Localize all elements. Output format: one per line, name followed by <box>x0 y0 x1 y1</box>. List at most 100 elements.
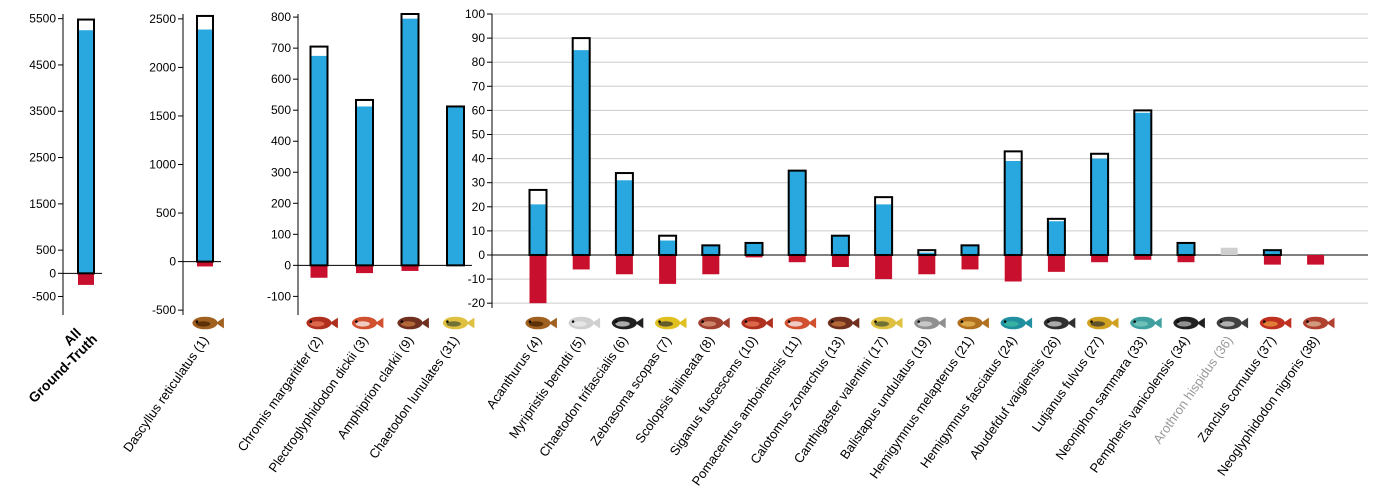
total-outline-bar <box>787 169 807 256</box>
detected-bar <box>197 29 213 262</box>
total-outline-bar <box>400 13 420 267</box>
detected-bar <box>572 50 590 255</box>
fish-thumbnail-icon <box>655 316 687 330</box>
total-outline-bar <box>571 37 591 256</box>
detected-bar <box>1091 158 1109 255</box>
fish-thumbnail-icon <box>1303 316 1335 330</box>
negative-bar <box>1134 254 1152 260</box>
total-outline-bar <box>917 249 937 256</box>
negative-bar <box>1091 254 1109 263</box>
y-tick-label: 1500 <box>149 109 176 123</box>
fish-thumbnail-icon <box>784 316 817 330</box>
category-label: Scolopsis bilineata (8) <box>632 333 717 446</box>
fish-thumbnail-icon <box>1130 316 1162 330</box>
y-tick-label: 20 <box>472 200 486 214</box>
y-tick-label: -100 <box>267 289 291 303</box>
total-outline-bar <box>1262 249 1282 256</box>
total-outline-bar <box>1046 217 1066 256</box>
detected-bar <box>918 252 936 255</box>
detected-bar <box>1004 161 1022 255</box>
negative-bar <box>401 265 419 271</box>
y-tick-label: 0 <box>284 258 291 272</box>
negative-bar <box>1177 254 1195 263</box>
y-tick-label: -500 <box>32 289 56 303</box>
negative-bar <box>572 254 590 270</box>
detected-bar <box>401 18 419 266</box>
negative-bar <box>356 265 373 274</box>
y-tick-label: -500 <box>152 303 176 317</box>
total-outline-bar <box>1090 152 1110 256</box>
fish-thumbnail-icon <box>871 316 903 330</box>
y-tick-label: 1500 <box>29 197 56 211</box>
negative-bar <box>918 254 936 275</box>
detected-bar <box>1177 242 1195 255</box>
y-tick-label: 600 <box>271 72 291 86</box>
detected-bar <box>356 106 373 266</box>
negative-bar <box>745 254 763 258</box>
y-tick-label: 100 <box>271 227 291 241</box>
total-outline-bar <box>1133 109 1153 256</box>
y-tick-label: 30 <box>472 176 486 190</box>
y-tick-label: 10 <box>472 224 486 238</box>
fish-thumbnail-icon <box>1043 316 1076 330</box>
total-outline-bar <box>744 241 764 256</box>
fish-thumbnail-icon <box>568 316 601 330</box>
total-outline-bar <box>1003 150 1023 256</box>
fish-thumbnail-icon <box>827 316 860 330</box>
negative-bar <box>875 254 893 280</box>
total-outline-bar <box>1176 241 1196 256</box>
negative-bar <box>615 254 633 275</box>
negative-bar <box>1047 254 1065 272</box>
y-tick-label: 70 <box>472 79 486 93</box>
fish-thumbnail-icon <box>351 316 384 330</box>
category-label: Arothron hispidus (36) <box>1150 333 1236 446</box>
fish-thumbnail-icon <box>1259 316 1292 330</box>
negative-bar <box>788 254 806 263</box>
y-tick-label: -10 <box>468 272 486 286</box>
fish-thumbnail-icon <box>1173 316 1205 330</box>
y-tick-label: 90 <box>472 31 486 45</box>
fish-thumbnail-icon <box>525 316 557 330</box>
negative-bar <box>831 254 849 268</box>
detected-bar <box>615 180 633 255</box>
y-tick-label: 80 <box>472 55 486 69</box>
y-tick-label: 60 <box>472 103 486 117</box>
total-outline-bar <box>309 45 329 267</box>
y-tick-label: -20 <box>468 296 486 310</box>
total-outline-bar <box>355 98 374 267</box>
fish-thumbnail-icon <box>192 316 224 330</box>
y-tick-label: 5500 <box>29 12 56 26</box>
y-tick-label: 100 <box>465 7 485 21</box>
panel-all-ground-truth: 550045003500250015005000-500AllGround-Tr… <box>25 12 102 406</box>
y-tick-label: 400 <box>271 134 291 148</box>
total-outline-bar <box>77 18 95 275</box>
panel-mid-species: 800 700 600 500 400 300 200 100 0 -100 Chromis mar… <box>234 10 475 475</box>
y-tick-label: 800 <box>271 10 291 24</box>
y-tick-label: 500 <box>271 103 291 117</box>
detected-bar <box>788 170 806 255</box>
negative-bar <box>659 254 677 284</box>
fish-thumbnail-icon <box>698 316 730 330</box>
y-tick-label: 2000 <box>149 60 176 74</box>
category-label: Chaetodon lunulates (31) <box>366 333 462 461</box>
y-tick-label: 40 <box>472 152 486 166</box>
fish-thumbnail-icon <box>1216 316 1249 330</box>
y-tick-label: 1000 <box>149 158 176 172</box>
category-label: Zanclus cornutus (37) <box>1194 333 1278 445</box>
fish-thumbnail-icon <box>442 316 475 330</box>
detected-bar <box>1263 250 1281 255</box>
panel-dascyllus: 2500 2000 1500 1000 500 0 -500 Dascyllus reticu… <box>120 12 224 455</box>
negative-bar <box>1307 254 1325 265</box>
detected-bar <box>961 245 979 255</box>
detected-bar <box>447 106 464 266</box>
y-tick-label: 500 <box>36 243 56 257</box>
total-outline-bar <box>528 188 548 256</box>
detected-bar <box>310 55 328 266</box>
fish-thumbnail-icon <box>611 316 644 330</box>
y-tick-label: 500 <box>156 206 176 220</box>
fish-thumbnail-icon <box>397 316 429 330</box>
y-tick-label: 700 <box>271 41 291 55</box>
negative-bar <box>310 265 328 278</box>
